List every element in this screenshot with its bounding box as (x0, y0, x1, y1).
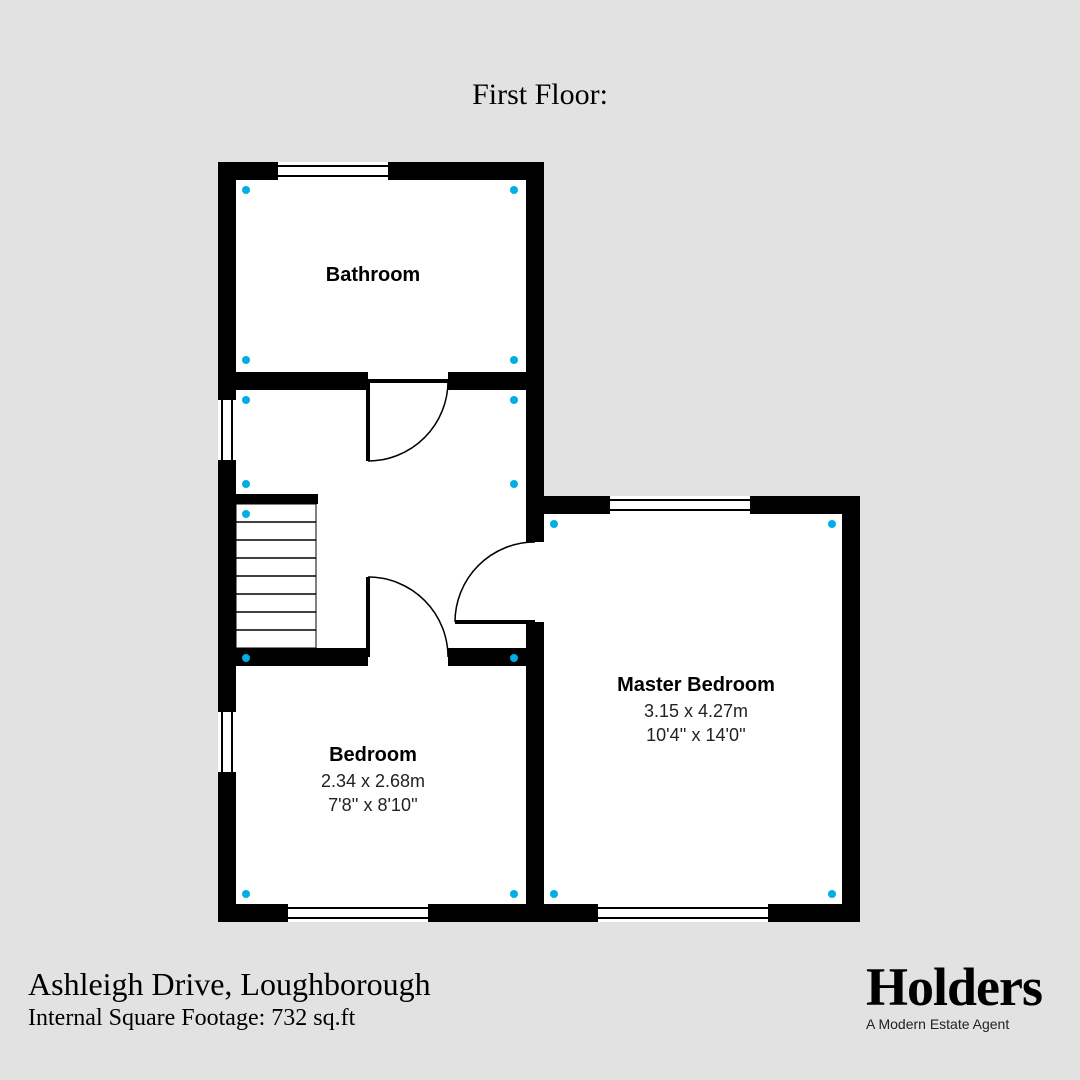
brand-name: Holders (866, 960, 1042, 1014)
master-dims-m: 3.15 x 4.27m (566, 699, 826, 723)
footer-right: Holders A Modern Estate Agent (866, 960, 1042, 1032)
property-address: Ashleigh Drive, Loughborough (28, 966, 431, 1003)
bedroom-dims-ft: 7'8'' x 8'10'' (268, 793, 478, 817)
footer-left: Ashleigh Drive, Loughborough Internal Sq… (28, 966, 431, 1032)
bathroom-name: Bathroom (278, 262, 468, 289)
bedroom-dims-m: 2.34 x 2.68m (268, 769, 478, 793)
floor-plan: Bathroom Bedroom 2.34 x 2.68m 7'8'' x 8'… (218, 162, 860, 922)
bedroom-label: Bedroom 2.34 x 2.68m 7'8'' x 8'10'' (268, 742, 478, 818)
master-name: Master Bedroom (566, 672, 826, 699)
bathroom-label: Bathroom (278, 262, 468, 289)
bedroom-name: Bedroom (268, 742, 478, 769)
master-dims-ft: 10'4'' x 14'0'' (566, 723, 826, 747)
property-footage: Internal Square Footage: 732 sq.ft (28, 1005, 431, 1032)
floor-title: First Floor: (0, 78, 1080, 112)
master-label: Master Bedroom 3.15 x 4.27m 10'4'' x 14'… (566, 672, 826, 748)
brand-tagline: A Modern Estate Agent (866, 1016, 1042, 1032)
